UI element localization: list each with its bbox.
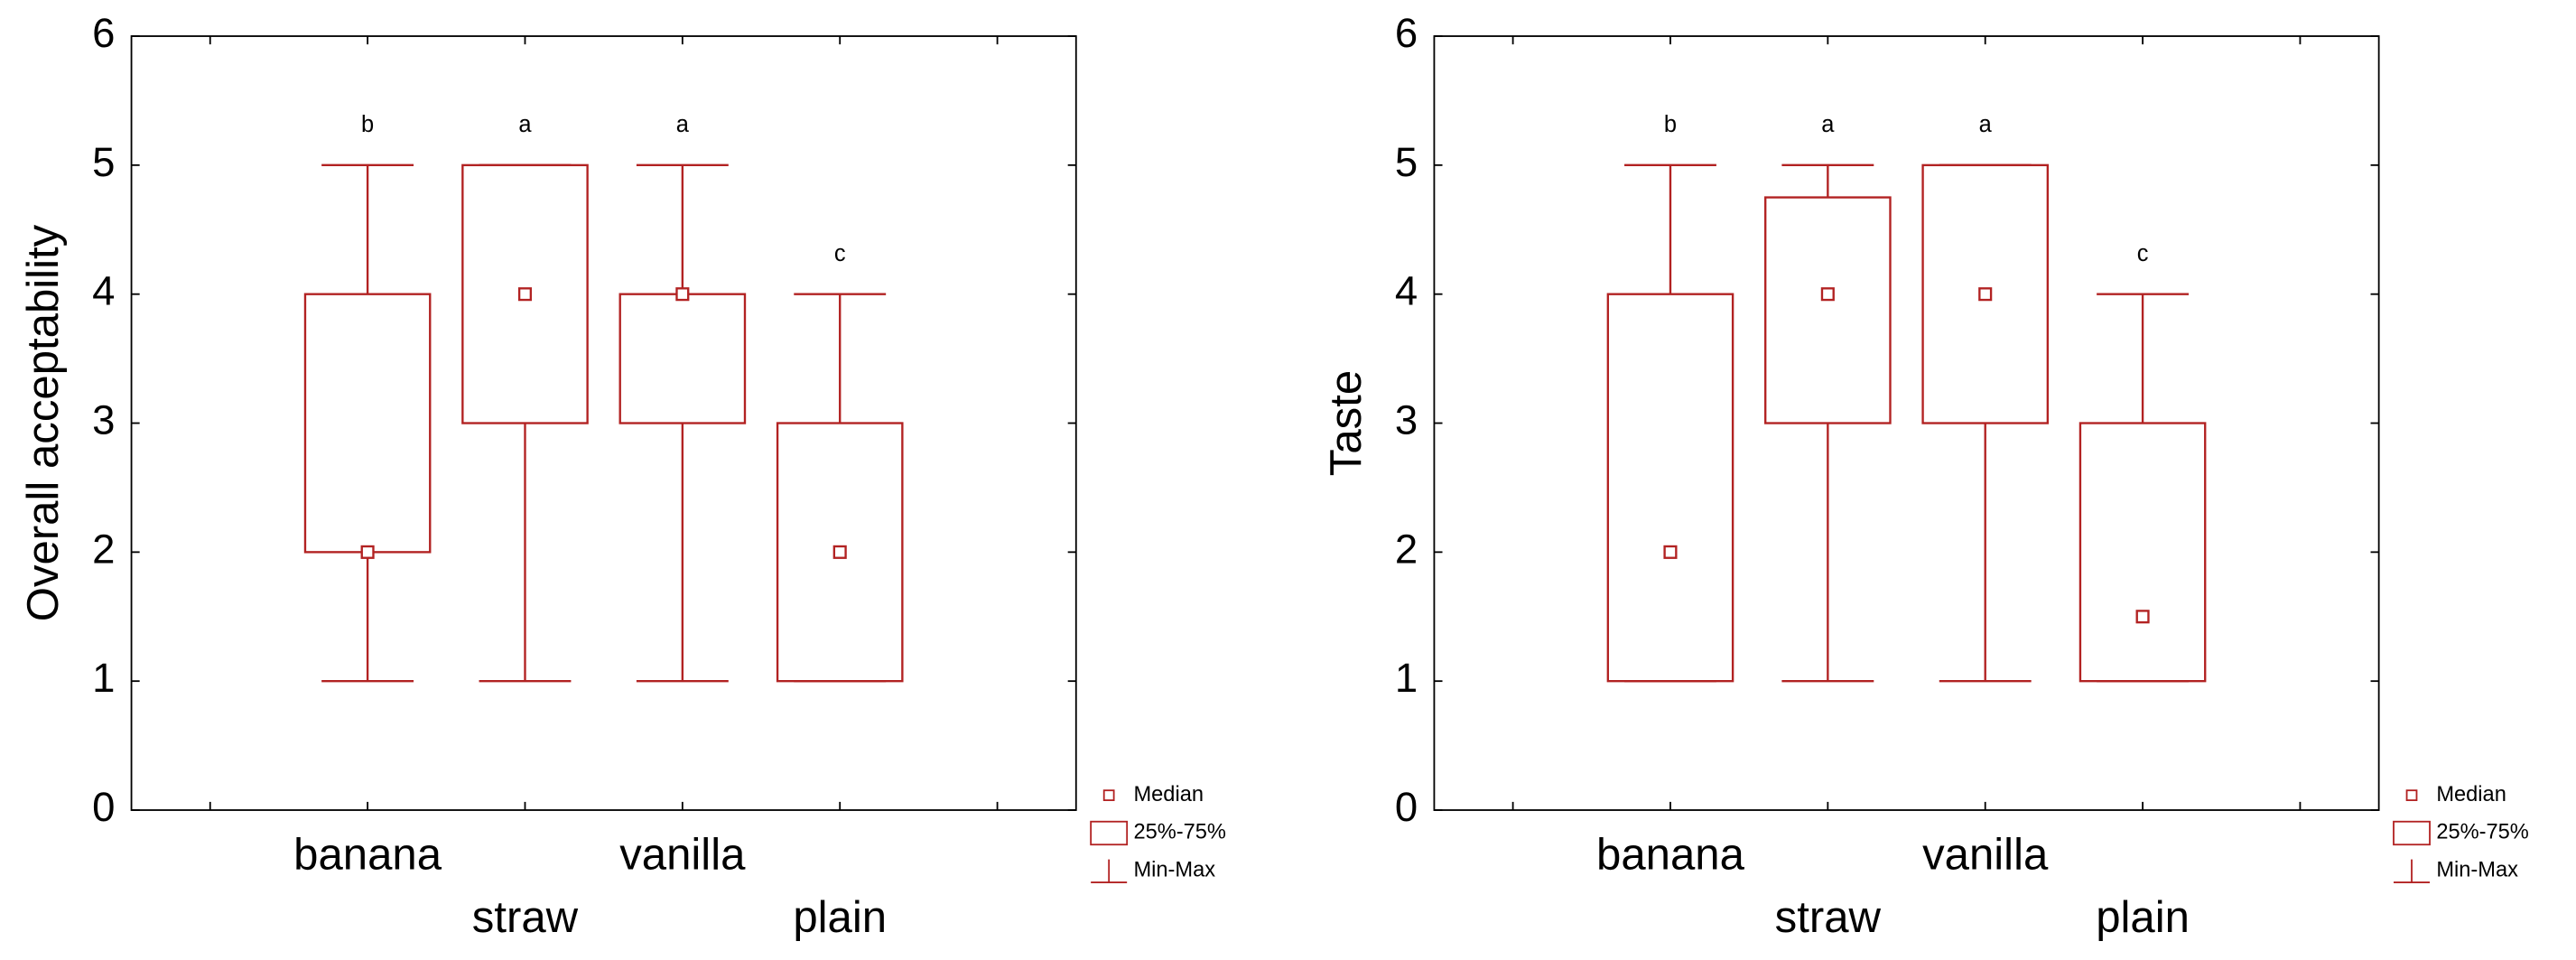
median-marker <box>2135 610 2150 624</box>
legend-label: 25%-75% <box>1133 821 1226 844</box>
y-tick-label: 5 <box>1395 139 1418 185</box>
y-tick-label: 1 <box>92 655 115 701</box>
y-axis-label: Overall acceptability <box>19 224 68 621</box>
x-tick-label: banana <box>293 831 442 880</box>
legend-median-symbol <box>2405 789 2418 802</box>
group-letter: a <box>676 112 690 137</box>
y-tick-label: 3 <box>1395 397 1418 443</box>
y-tick-label: 4 <box>92 268 115 314</box>
group-letter: b <box>361 112 374 137</box>
y-tick-label: 0 <box>1395 784 1418 830</box>
legend-label: Median <box>1133 783 1204 806</box>
x-tick-label: plain <box>793 893 887 942</box>
median-marker <box>1978 287 1993 302</box>
legend-median-symbol <box>1102 789 1115 802</box>
figure-content: 0 1 2 3 4 5 6 Overall acceptability banana b straw… <box>19 10 2529 942</box>
box <box>2078 422 2207 683</box>
legend-label: 25%-75% <box>2436 821 2529 844</box>
group-letter: a <box>1979 112 1993 137</box>
box <box>303 293 432 554</box>
box <box>618 293 747 424</box>
median-marker <box>1663 545 1678 559</box>
x-tick-label: straw <box>472 893 579 942</box>
y-tick-label: 2 <box>92 526 115 572</box>
legend-box-symbol <box>2393 820 2431 846</box>
group-letter: c <box>2137 241 2149 266</box>
legend-label: Min-Max <box>2436 859 2518 882</box>
x-tick-label: straw <box>1775 893 1882 942</box>
y-tick-label: 3 <box>92 397 115 443</box>
chart: 0 1 2 3 4 5 6 Overall acceptability banana b straw… <box>19 10 1226 942</box>
median-marker <box>1820 287 1835 302</box>
box <box>1764 196 1892 424</box>
legend-box-symbol <box>1090 820 1129 846</box>
group-letter: a <box>1821 112 1835 137</box>
x-tick-label: vanilla <box>1922 831 2049 880</box>
x-tick-label: plain <box>2096 893 2190 942</box>
group-letter: a <box>518 112 532 137</box>
y-axis-label: Taste <box>1322 370 1371 476</box>
y-tick-label: 1 <box>1395 655 1418 701</box>
x-tick-label: vanilla <box>619 831 746 880</box>
group-letter: c <box>834 241 846 266</box>
y-tick-label: 6 <box>92 10 115 56</box>
legend-label: Min-Max <box>1133 859 1215 882</box>
median-marker <box>517 287 533 302</box>
median-marker <box>675 287 690 302</box>
median-marker <box>832 545 847 559</box>
group-letter: b <box>1664 112 1677 137</box>
x-tick-label: banana <box>1596 831 1745 880</box>
y-tick-label: 4 <box>1395 268 1418 314</box>
box <box>1606 293 1734 683</box>
y-tick-label: 0 <box>92 784 115 830</box>
y-tick-label: 5 <box>92 139 115 185</box>
legend-label: Median <box>2436 783 2506 806</box>
plot-frame <box>1433 35 2380 811</box>
median-marker <box>360 545 375 559</box>
y-tick-label: 2 <box>1395 526 1418 572</box>
y-tick-label: 6 <box>1395 10 1418 56</box>
plot-frame <box>130 35 1077 811</box>
chart: 0 1 2 3 4 5 6 Taste banana b straw a vanilla a plain c M… <box>1322 10 2529 942</box>
